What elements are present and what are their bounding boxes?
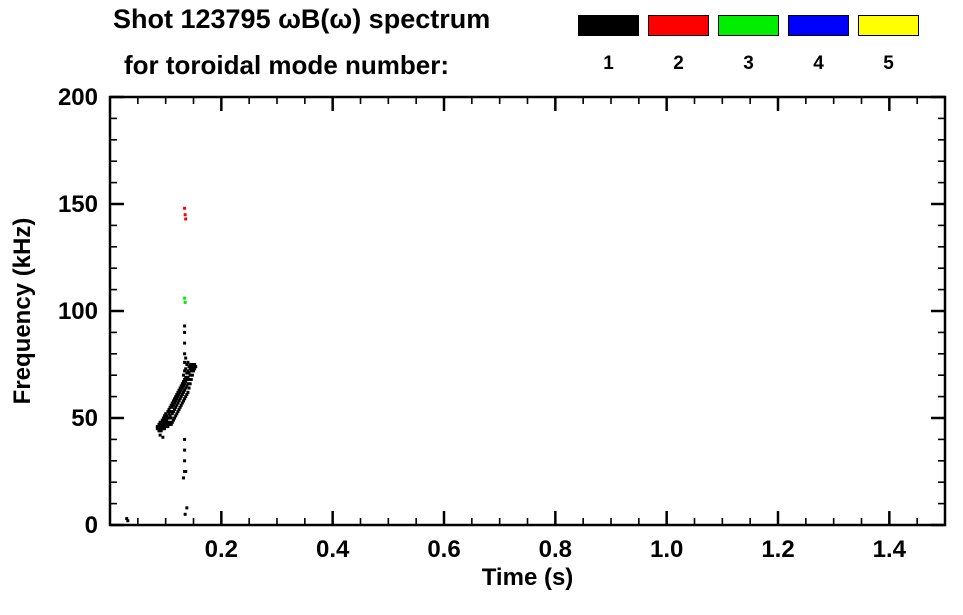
series-n3-points	[183, 296, 187, 304]
svg-text:0.6: 0.6	[427, 536, 460, 563]
y-tick-labels: 0 50 100 150 200	[58, 84, 98, 539]
y-axis-label: Frequency (kHz)	[9, 218, 36, 405]
svg-text:0.2: 0.2	[205, 536, 238, 563]
legend-swatch-mode3	[718, 15, 779, 36]
chart-title-line2: for toroidal mode number:	[124, 50, 449, 80]
legend-number-mode5: 5	[883, 53, 894, 74]
minor-ticks	[110, 97, 945, 525]
plot-frame	[108, 95, 947, 527]
svg-text:1.4: 1.4	[873, 536, 907, 563]
legend-swatches	[578, 15, 919, 36]
svg-text:200: 200	[58, 84, 98, 111]
legend-number-mode3: 3	[743, 53, 754, 74]
svg-text:1.0: 1.0	[650, 536, 683, 563]
legend-swatch-mode5	[858, 15, 919, 36]
legend-swatch-mode2	[648, 15, 709, 36]
svg-text:0.8: 0.8	[539, 536, 572, 563]
x-axis-label: Time (s)	[482, 564, 574, 591]
legend-swatch-mode1	[578, 15, 639, 36]
svg-text:100: 100	[58, 298, 98, 325]
legend-number-mode2: 2	[673, 53, 684, 74]
major-ticks	[110, 95, 945, 527]
svg-text:0.4: 0.4	[316, 536, 350, 563]
legend-number-mode1: 1	[603, 53, 614, 74]
x-tick-labels: 0.2 0.4 0.6 0.8 1.0 1.2 1.4	[205, 536, 907, 563]
svg-text:1.2: 1.2	[761, 536, 794, 563]
svg-text:150: 150	[58, 191, 98, 218]
legend-numbers: 1 2 3 4 5	[578, 53, 919, 75]
svg-text:0: 0	[85, 512, 98, 539]
chart-title-line1: Shot 123795 ωB(ω) spectrum	[113, 4, 491, 34]
series-n2-points	[183, 206, 188, 221]
series-n1-points	[125, 324, 198, 523]
svg-text:50: 50	[71, 405, 98, 432]
legend-number-mode4: 4	[813, 53, 824, 74]
legend-swatch-mode4	[788, 15, 849, 36]
